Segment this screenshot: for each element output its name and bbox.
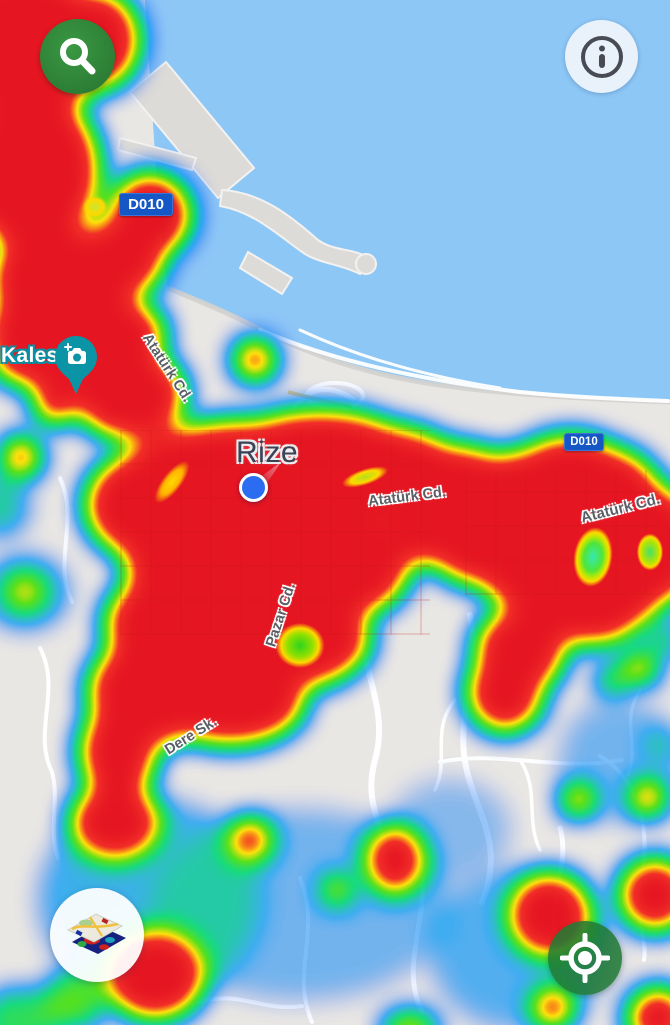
sea (145, 0, 670, 402)
city-label-rize: Rize (236, 436, 299, 469)
poi-label-kalesi: Kalesi (1, 344, 65, 367)
map-layers-icon (66, 913, 126, 954)
route-badge-d010-right: D010 (564, 433, 604, 451)
camera-pin-icon[interactable] (54, 334, 98, 396)
search-button[interactable] (40, 19, 115, 94)
map-type-button[interactable] (50, 888, 144, 982)
magnifier-icon (59, 37, 95, 74)
info-button[interactable] (565, 20, 638, 93)
current-location-dot (239, 473, 268, 502)
info-icon (580, 35, 623, 78)
gps-crosshair-icon (560, 933, 610, 983)
locate-me-button[interactable] (548, 921, 622, 995)
route-badge-d010-left: D010 (119, 193, 173, 216)
